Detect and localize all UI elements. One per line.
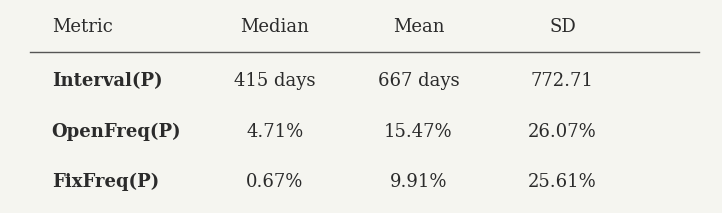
Text: Interval(P): Interval(P) [52, 72, 162, 90]
Text: 0.67%: 0.67% [246, 173, 303, 191]
Text: OpenFreq(P): OpenFreq(P) [52, 123, 181, 141]
Text: 4.71%: 4.71% [246, 123, 303, 141]
Text: 772.71: 772.71 [531, 72, 593, 90]
Text: SD: SD [549, 18, 575, 36]
Text: 25.61%: 25.61% [528, 173, 597, 191]
Text: 9.91%: 9.91% [390, 173, 448, 191]
Text: 15.47%: 15.47% [384, 123, 453, 141]
Text: FixFreq(P): FixFreq(P) [52, 173, 159, 191]
Text: Median: Median [240, 18, 309, 36]
Text: 26.07%: 26.07% [528, 123, 597, 141]
Text: 415 days: 415 days [234, 72, 316, 90]
Text: Metric: Metric [52, 18, 113, 36]
Text: 667 days: 667 days [378, 72, 459, 90]
Text: Mean: Mean [393, 18, 444, 36]
